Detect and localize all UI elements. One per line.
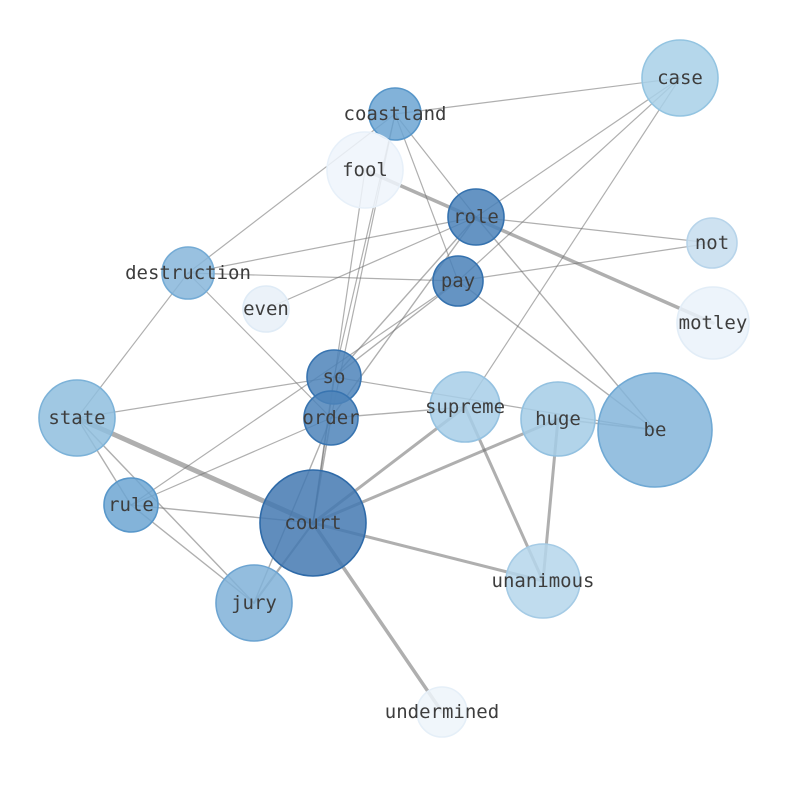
edge-order-rule xyxy=(130,417,332,506)
edge-fool-motley xyxy=(363,168,715,325)
node-fool xyxy=(326,131,404,209)
edge-destruction-order xyxy=(187,272,332,419)
node-unanimous xyxy=(505,543,581,619)
edge-case-supreme xyxy=(464,77,681,408)
edge-role-even xyxy=(265,216,477,310)
node-coastland xyxy=(368,87,422,141)
node-even xyxy=(242,285,290,333)
node-motley xyxy=(676,286,750,360)
node-not xyxy=(686,217,738,269)
edge-role-destruction xyxy=(187,216,477,274)
node-order xyxy=(303,390,359,446)
edge-role-not xyxy=(475,216,713,244)
edge-pay-not xyxy=(457,242,713,282)
node-rule xyxy=(103,477,159,533)
node-jury xyxy=(215,564,293,642)
node-court xyxy=(259,469,367,577)
node-undermined xyxy=(416,686,468,738)
edge-case-role xyxy=(475,77,681,218)
node-state xyxy=(38,379,116,457)
edge-case-pay xyxy=(457,77,681,282)
node-be xyxy=(597,372,713,488)
node-huge xyxy=(520,381,596,457)
node-case xyxy=(641,39,719,117)
node-destruction xyxy=(161,246,215,300)
node-role xyxy=(447,188,505,246)
edge-pay-destruction xyxy=(187,272,459,282)
edge-so-state xyxy=(76,376,335,419)
node-supreme xyxy=(429,371,501,443)
edge-state-jury xyxy=(76,417,255,604)
edge-case-coastland xyxy=(394,77,681,115)
node-layer xyxy=(38,39,750,738)
node-pay xyxy=(432,255,484,307)
edge-pay-rule xyxy=(130,280,459,506)
